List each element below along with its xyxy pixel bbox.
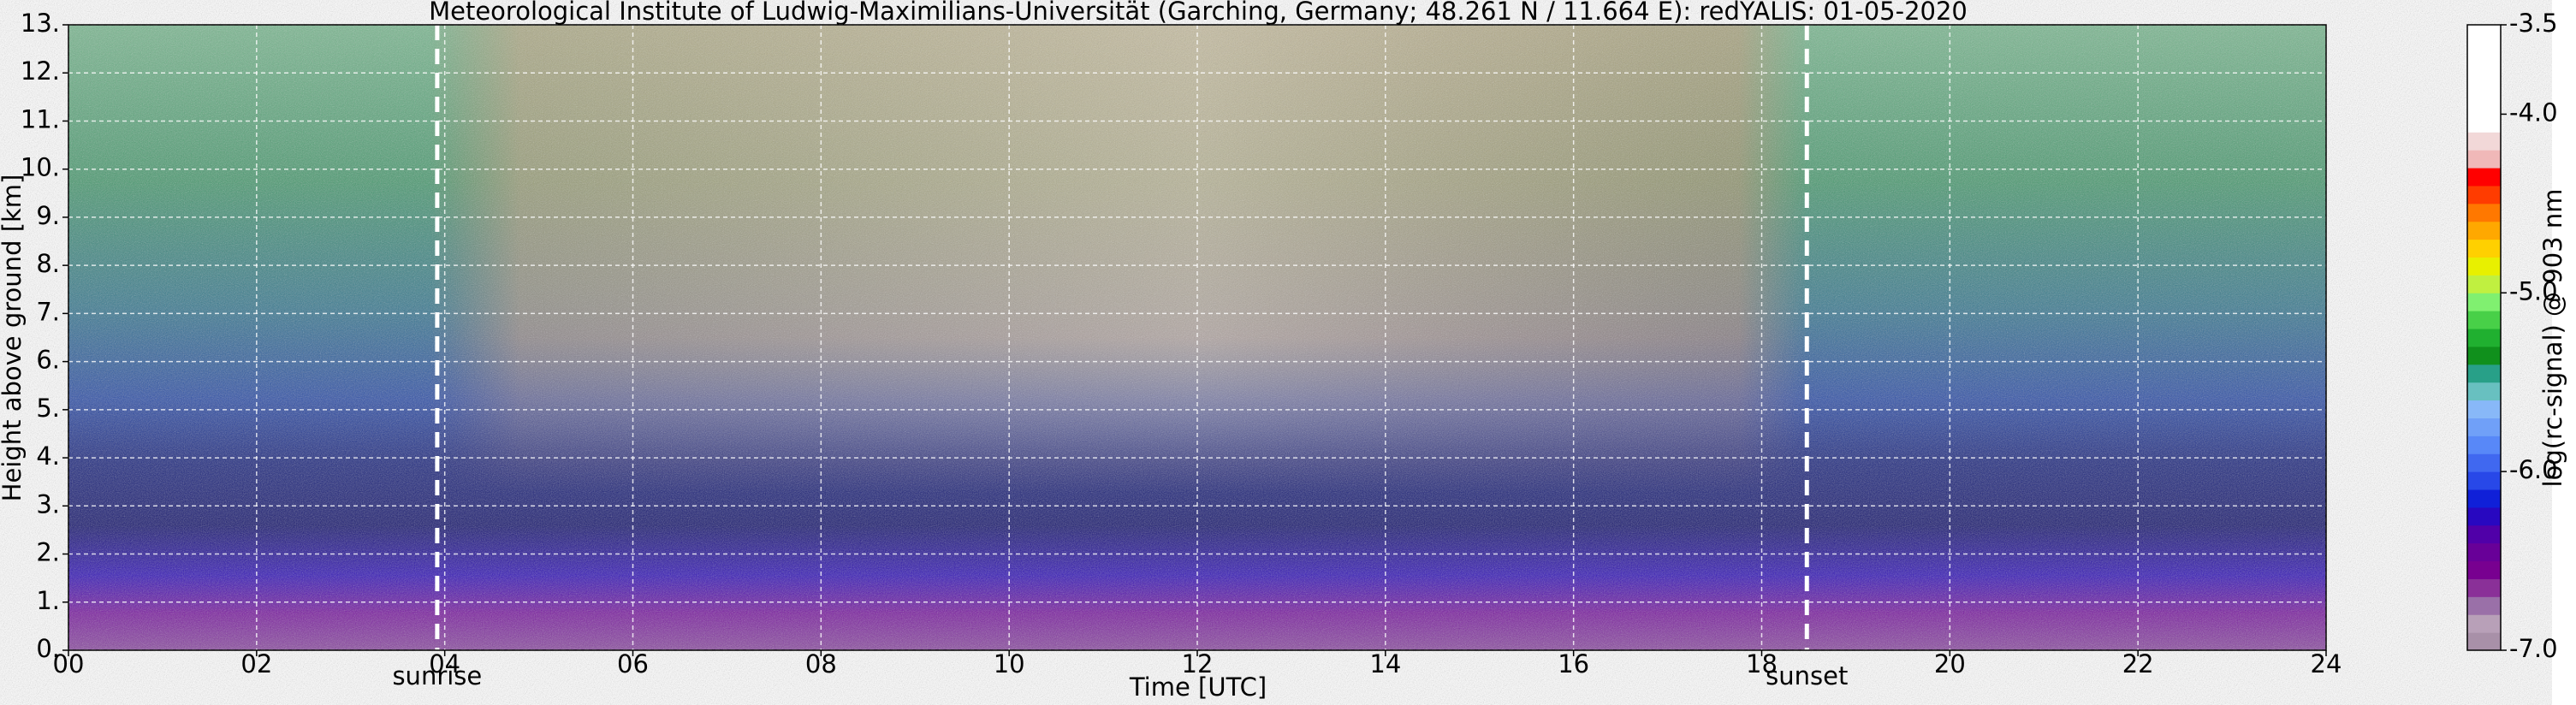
colorbar-segment [2467, 400, 2501, 418]
colorbar-segment [2467, 507, 2501, 526]
colorbar-segment [2467, 418, 2501, 436]
x-tick-label: 06 [617, 649, 649, 678]
x-tick-label: 14 [1369, 649, 1401, 678]
colorbar-segment [2467, 96, 2501, 115]
colorbar-segment [2467, 489, 2501, 508]
colorbar-segment [2467, 614, 2501, 633]
y-tick-label: 9. [36, 201, 60, 230]
colorbar-segment [2467, 221, 2501, 240]
plot-frame [68, 24, 2327, 651]
x-tick-label: 20 [1934, 649, 1966, 678]
x-tick-label: 12 [1182, 649, 1214, 678]
y-tick-label: 10. [21, 153, 60, 182]
colorbar-segment [2467, 346, 2501, 365]
colorbar-segment [2467, 542, 2501, 562]
x-tick-label: 10 [994, 649, 1025, 678]
colorbar-segment [2467, 311, 2501, 329]
colorbar-segment [2467, 203, 2501, 222]
y-tick-label: 7. [36, 297, 60, 326]
y-tick-label: 0. [36, 634, 60, 663]
x-tick-label: 18 [1746, 649, 1778, 678]
colorbar-segment [2467, 364, 2501, 383]
y-tick-label: 11. [21, 104, 60, 133]
x-axis-label: Time [UTC] [1129, 672, 1267, 702]
x-tick-label: 22 [2122, 649, 2154, 678]
colorbar-segment [2467, 132, 2501, 151]
colorbar-segment [2467, 25, 2501, 44]
colorbar-tick-label: -5.0 [2509, 276, 2558, 305]
colorbar-segment [2467, 114, 2501, 133]
colorbar-label: log(rc-signal) @ 903 nm [2538, 189, 2567, 488]
y-tick-label: 6. [36, 346, 60, 375]
colorbar-segment [2467, 60, 2501, 80]
y-tick-label: 12. [21, 56, 60, 86]
colorbar-tick-label: -6.0 [2509, 455, 2558, 484]
x-tick-label: 08 [805, 649, 837, 678]
colorbar-segment [2467, 185, 2501, 204]
x-tick-label: 02 [240, 649, 272, 678]
colorbar-segment [2467, 471, 2501, 490]
x-tick-label: 24 [2311, 649, 2342, 678]
colorbar-segment [2467, 453, 2501, 472]
colorbar-segment [2467, 596, 2501, 615]
colorbar-frame [2466, 24, 2502, 651]
y-tick-label: 3. [36, 489, 60, 518]
colorbar-segment [2467, 168, 2501, 187]
y-tick-label: 1. [36, 586, 60, 615]
colorbar-segment [2467, 275, 2501, 293]
colorbar-tick-label: -3.5 [2509, 9, 2558, 38]
colorbar-segment [2467, 632, 2501, 651]
colorbar-segment [2467, 435, 2501, 454]
x-tick-label: 00 [53, 649, 85, 678]
colorbar-segment [2467, 382, 2501, 401]
colorbar-segment [2467, 293, 2501, 311]
colorbar-segment [2467, 78, 2501, 98]
chart-title: Meteorological Institute of Ludwig-Maxim… [429, 0, 1968, 26]
colorbar-segment [2467, 239, 2501, 258]
y-tick-label: 2. [36, 538, 60, 567]
y-tick-label: 5. [36, 394, 60, 423]
colorbar-tick-label: -7.0 [2509, 634, 2558, 663]
colorbar-segment [2467, 578, 2501, 597]
colorbar-tick-label: -4.0 [2509, 98, 2558, 127]
colorbar-segment [2467, 329, 2501, 347]
y-tick-label: 8. [36, 249, 60, 278]
y-tick-label: 4. [36, 441, 60, 471]
annotation-label: sunrise [392, 661, 482, 690]
y-axis-label: Height above ground [km] [0, 175, 27, 502]
colorbar-segment [2467, 257, 2501, 275]
colorbar-segment [2467, 42, 2501, 62]
annotation-label: sunset [1766, 661, 1848, 690]
colorbar-segment [2467, 524, 2501, 544]
y-tick-label: 13. [21, 9, 60, 38]
colorbar-segment [2467, 560, 2501, 579]
x-tick-label: 04 [429, 649, 460, 678]
x-tick-label: 16 [1558, 649, 1589, 678]
colorbar-segment [2467, 150, 2501, 169]
